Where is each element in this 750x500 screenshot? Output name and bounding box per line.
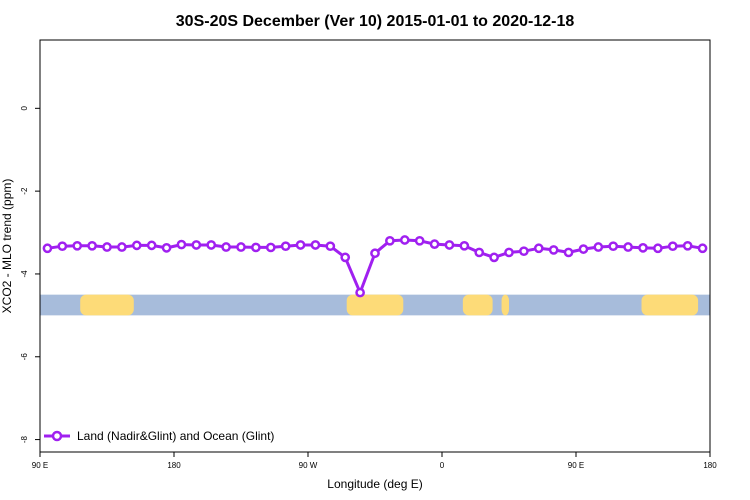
data-point bbox=[280, 241, 291, 252]
data-point bbox=[251, 242, 261, 253]
x-tick-label: 90 E bbox=[568, 461, 584, 470]
land-segment bbox=[346, 294, 404, 316]
data-point bbox=[653, 243, 663, 254]
y-tick-label: -2 bbox=[20, 187, 29, 195]
land-ocean-band bbox=[40, 294, 710, 316]
legend: Land (Nadir&Glint) and Ocean (Glint) bbox=[44, 429, 274, 443]
data-point bbox=[578, 244, 589, 254]
data-point bbox=[444, 240, 455, 250]
data-point bbox=[697, 243, 708, 254]
data-point bbox=[265, 242, 276, 253]
data-point bbox=[236, 242, 246, 252]
data-point bbox=[385, 235, 395, 246]
data-point bbox=[42, 243, 53, 254]
data-point bbox=[146, 240, 157, 251]
data-point bbox=[206, 240, 217, 250]
data-point bbox=[57, 241, 68, 252]
data-point bbox=[310, 240, 321, 250]
data-point bbox=[295, 240, 306, 250]
data-point bbox=[117, 242, 127, 252]
data-point bbox=[682, 240, 693, 251]
data-point bbox=[370, 248, 380, 259]
data-point bbox=[221, 242, 231, 252]
legend-marker-swatch bbox=[51, 430, 63, 442]
x-axis-label: Longitude (deg E) bbox=[327, 477, 422, 491]
land-segment bbox=[80, 294, 134, 316]
y-tick-label: -6 bbox=[20, 353, 29, 361]
x-tick-label: 180 bbox=[703, 461, 717, 470]
data-point bbox=[667, 241, 678, 252]
x-axis: 90 E 180 90 W 0 90 E 180 bbox=[32, 452, 717, 470]
y-tick-label: 0 bbox=[20, 106, 29, 111]
data-point bbox=[563, 247, 574, 258]
data-point bbox=[191, 240, 202, 250]
y-tick-label: -8 bbox=[20, 435, 29, 443]
x-tick-label: 0 bbox=[440, 461, 445, 470]
series-line bbox=[47, 238, 703, 295]
data-point bbox=[608, 241, 619, 252]
data-point bbox=[414, 235, 425, 246]
data-point bbox=[176, 239, 187, 250]
x-tick-label: 180 bbox=[167, 461, 181, 470]
data-point bbox=[87, 240, 97, 251]
data-point bbox=[340, 252, 351, 263]
data-point bbox=[355, 287, 365, 298]
legend-label: Land (Nadir&Glint) and Ocean (Glint) bbox=[77, 429, 274, 443]
x-tick-label: 90 W bbox=[299, 461, 318, 470]
land-segment bbox=[501, 294, 509, 316]
data-point bbox=[533, 243, 544, 254]
y-axis: 0 -2 -4 -6 -8 bbox=[20, 106, 40, 443]
data-point bbox=[72, 240, 83, 251]
data-point bbox=[593, 242, 604, 252]
chart-title: 30S-20S December (Ver 10) 2015-01-01 to … bbox=[176, 13, 575, 30]
plot-frame bbox=[39, 39, 711, 453]
data-point bbox=[459, 240, 470, 251]
land-segment bbox=[641, 294, 699, 316]
data-point bbox=[474, 247, 485, 258]
data-point bbox=[623, 242, 633, 252]
y-tick-label: -4 bbox=[20, 270, 29, 278]
series-group bbox=[42, 235, 708, 298]
data-point bbox=[102, 242, 112, 252]
y-axis-label: XCO2 - MLO trend (ppm) bbox=[0, 179, 14, 314]
data-point bbox=[519, 246, 529, 257]
x-tick-label: 90 E bbox=[32, 461, 48, 470]
data-point bbox=[325, 241, 336, 252]
data-point bbox=[504, 247, 514, 258]
data-point bbox=[638, 243, 648, 253]
data-point bbox=[131, 240, 142, 251]
data-point bbox=[161, 243, 172, 253]
data-point bbox=[429, 239, 440, 249]
data-point bbox=[548, 245, 559, 255]
data-point bbox=[489, 252, 499, 263]
land-segment bbox=[462, 294, 493, 316]
data-point bbox=[399, 235, 410, 245]
